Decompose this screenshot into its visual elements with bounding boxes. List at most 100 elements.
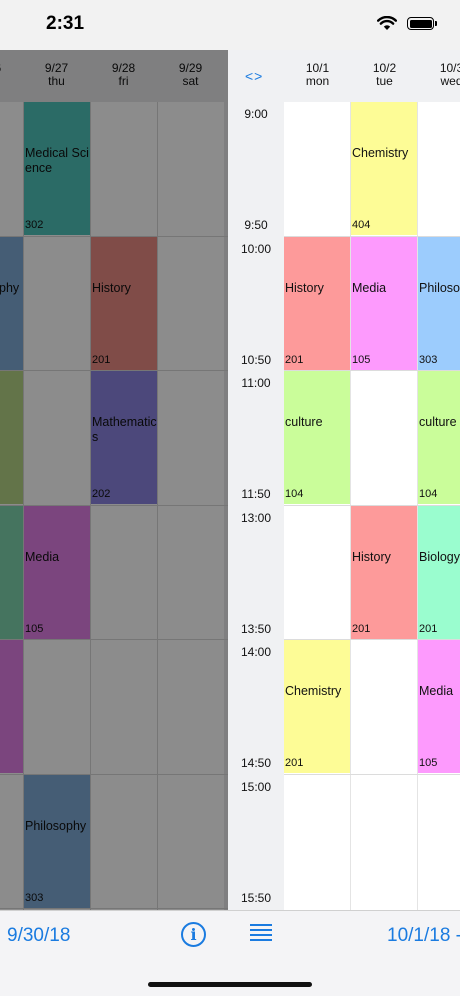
row-divider — [284, 235, 460, 237]
row-divider — [0, 639, 228, 640]
row-divider — [0, 773, 228, 775]
class-block[interactable]: Philosophy — [0, 236, 23, 370]
class-name: culture — [419, 415, 457, 429]
class-room: 302 — [25, 219, 44, 231]
class-room: 303 — [25, 891, 44, 904]
day-column — [158, 102, 224, 910]
day-header-date: 10/3 — [439, 61, 460, 75]
class-block[interactable]: culture — [0, 505, 23, 639]
class-block[interactable]: Mathematics 202 — [91, 371, 157, 504]
class-block[interactable]: Chemistry 404 — [351, 102, 417, 235]
day-column — [91, 102, 157, 910]
class-block[interactable]: History 201 — [91, 236, 157, 370]
column-divider — [350, 102, 351, 910]
column-divider — [417, 102, 418, 910]
class-block[interactable]: Media 105 — [418, 640, 460, 773]
period-start-time: 11:00 — [241, 376, 271, 390]
day-header: 10/3 wed — [418, 62, 460, 88]
row-divider — [284, 504, 460, 506]
class-name: Mathematics — [92, 415, 157, 444]
status-time: 2:31 — [46, 13, 85, 34]
day-header-date: 9/27 — [44, 61, 69, 75]
class-name: Philosophy — [25, 818, 87, 833]
class-block[interactable]: Philosophy 303 — [418, 236, 460, 370]
day-header-weekday: sat — [182, 74, 199, 88]
class-name: Medical Science — [25, 146, 89, 175]
class-room: 202 — [92, 488, 111, 500]
battery-icon — [407, 17, 437, 30]
day-header-weekday: wed — [440, 74, 460, 88]
day-header-date: 9/26 — [0, 62, 23, 75]
class-name: Chemistry — [352, 146, 409, 160]
status-icons — [377, 16, 437, 31]
column-divider — [90, 102, 91, 910]
list-icon[interactable] — [250, 924, 272, 942]
class-room: 104 — [419, 488, 438, 500]
class-name: culture — [285, 415, 323, 429]
day-header: 9/28 fri — [90, 62, 157, 88]
class-block[interactable]: Medical Science 302 — [24, 102, 90, 235]
current-week-panel[interactable]: <> 10/1 mon 10/2 tue 10/3 wed 9:00 9:50 10:00 10:… — [228, 50, 460, 910]
class-room: 201 — [285, 353, 304, 366]
class-name: Media — [352, 280, 387, 295]
wifi-icon — [377, 16, 397, 30]
class-room: 201 — [285, 757, 304, 769]
class-room: 404 — [352, 219, 371, 231]
class-block[interactable]: History 201 — [351, 505, 417, 639]
day-header: 9/26wed — [0, 62, 23, 88]
column-divider — [157, 102, 158, 910]
time-column — [228, 50, 284, 910]
day-header: 10/2 tue — [351, 62, 418, 88]
period-end-time: 14:50 — [240, 756, 272, 770]
class-room: 201 — [352, 622, 371, 635]
nav-toggle-button[interactable]: <> — [245, 68, 264, 84]
day-header-bar — [228, 50, 460, 102]
row-divider — [284, 773, 460, 775]
row-divider — [284, 639, 460, 640]
class-block[interactable]: Media 105 — [24, 505, 90, 639]
period-end-time: 10:50 — [240, 352, 272, 367]
day-header-weekday: wed — [0, 75, 23, 88]
period-start-time: 10:00 — [240, 241, 272, 256]
class-room: 105 — [352, 353, 371, 366]
class-name: Media — [419, 684, 454, 698]
day-header: 9/27 thu — [23, 62, 90, 88]
period-start-time: 14:00 — [240, 645, 272, 659]
period-end-time: 9:50 — [244, 218, 268, 232]
class-room: 303 — [419, 353, 438, 366]
day-header-weekday: mon — [305, 74, 330, 88]
class-block[interactable] — [0, 371, 23, 504]
period-start-time: 13:00 — [240, 510, 272, 525]
day-header-weekday: fri — [118, 74, 129, 88]
class-name: History — [285, 280, 324, 295]
class-block[interactable] — [0, 640, 23, 773]
class-block[interactable]: History 201 — [284, 236, 350, 370]
bottom-toolbar: 9/30/18 i 10/1/18 - — [0, 910, 460, 996]
class-block[interactable]: Biology 201 — [418, 505, 460, 639]
class-name: Philosophy — [419, 280, 460, 295]
row-divider — [284, 370, 460, 371]
class-name: Media — [25, 549, 60, 564]
class-block[interactable]: Philosophy 303 — [24, 774, 90, 908]
home-indicator — [148, 982, 312, 987]
class-name: History — [352, 549, 391, 564]
period-end-time: 11:50 — [241, 487, 271, 501]
class-block[interactable]: Media 105 — [351, 236, 417, 370]
previous-week-date-button[interactable]: 9/30/18 — [7, 925, 71, 946]
day-header: 10/1 mon — [284, 62, 351, 88]
class-block[interactable]: Chemistry 201 — [284, 640, 350, 773]
current-week-date-button[interactable]: 10/1/18 - — [387, 925, 460, 946]
day-header-weekday: thu — [48, 74, 65, 88]
info-icon[interactable]: i — [181, 922, 206, 947]
class-name: Philosophy — [0, 280, 20, 295]
class-room: 105 — [25, 622, 44, 635]
period-start-time: 15:00 — [240, 779, 272, 794]
period-end-time: 15:50 — [240, 890, 272, 905]
period-end-time: 13:50 — [240, 621, 272, 636]
class-block[interactable]: culture 104 — [284, 371, 350, 504]
class-block[interactable]: culture 104 — [418, 371, 460, 504]
class-name: History — [92, 280, 131, 295]
class-room: 201 — [92, 353, 111, 366]
period-start-time: 9:00 — [244, 107, 268, 121]
